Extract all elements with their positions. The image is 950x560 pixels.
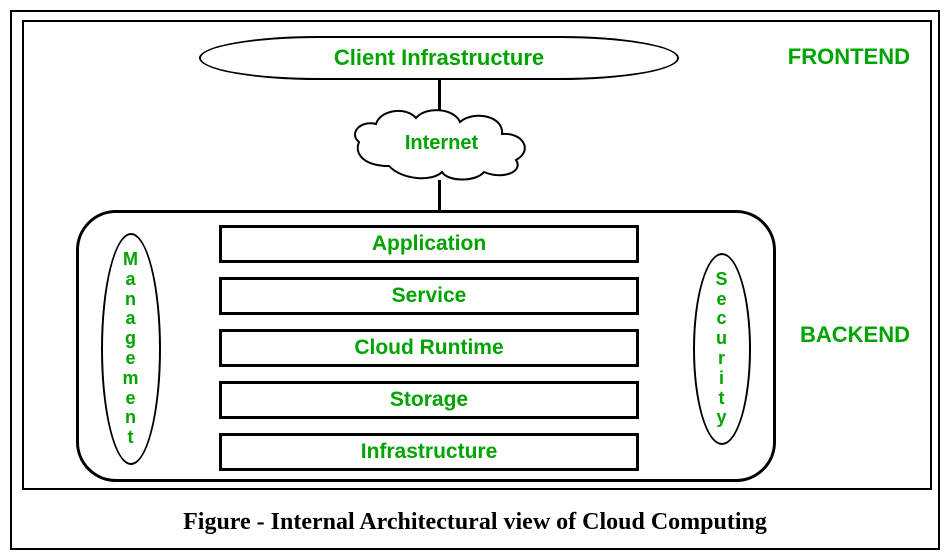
layer-label: Cloud Runtime [354,336,503,360]
internet-label: Internet [344,104,539,182]
client-infrastructure-node: Client Infrastructure [199,36,679,80]
internet-cloud-node: Internet [344,104,539,182]
layer-label: Storage [390,388,468,412]
figure-caption: Figure - Internal Architectural view of … [12,509,938,536]
diagram-frame: Client Infrastructure FRONTEND Internet … [22,20,932,490]
layer-cloud-runtime: Cloud Runtime [219,329,639,367]
layer-infrastructure: Infrastructure [219,433,639,471]
outer-frame: Client Infrastructure FRONTEND Internet … [10,10,940,550]
layer-application: Application [219,225,639,263]
layer-label: Service [392,284,467,308]
backend-label: BACKEND [800,322,910,348]
client-infrastructure-label: Client Infrastructure [334,45,544,71]
backend-layers: Application Service Cloud Runtime Storag… [219,225,639,485]
layer-label: Infrastructure [361,440,498,464]
backend-container: Management Security Application Service … [76,210,776,482]
layer-storage: Storage [219,381,639,419]
layer-service: Service [219,277,639,315]
management-pillar: Management [101,233,161,465]
security-pillar: Security [693,253,751,445]
frontend-label: FRONTEND [788,44,910,70]
layer-label: Application [372,232,486,256]
